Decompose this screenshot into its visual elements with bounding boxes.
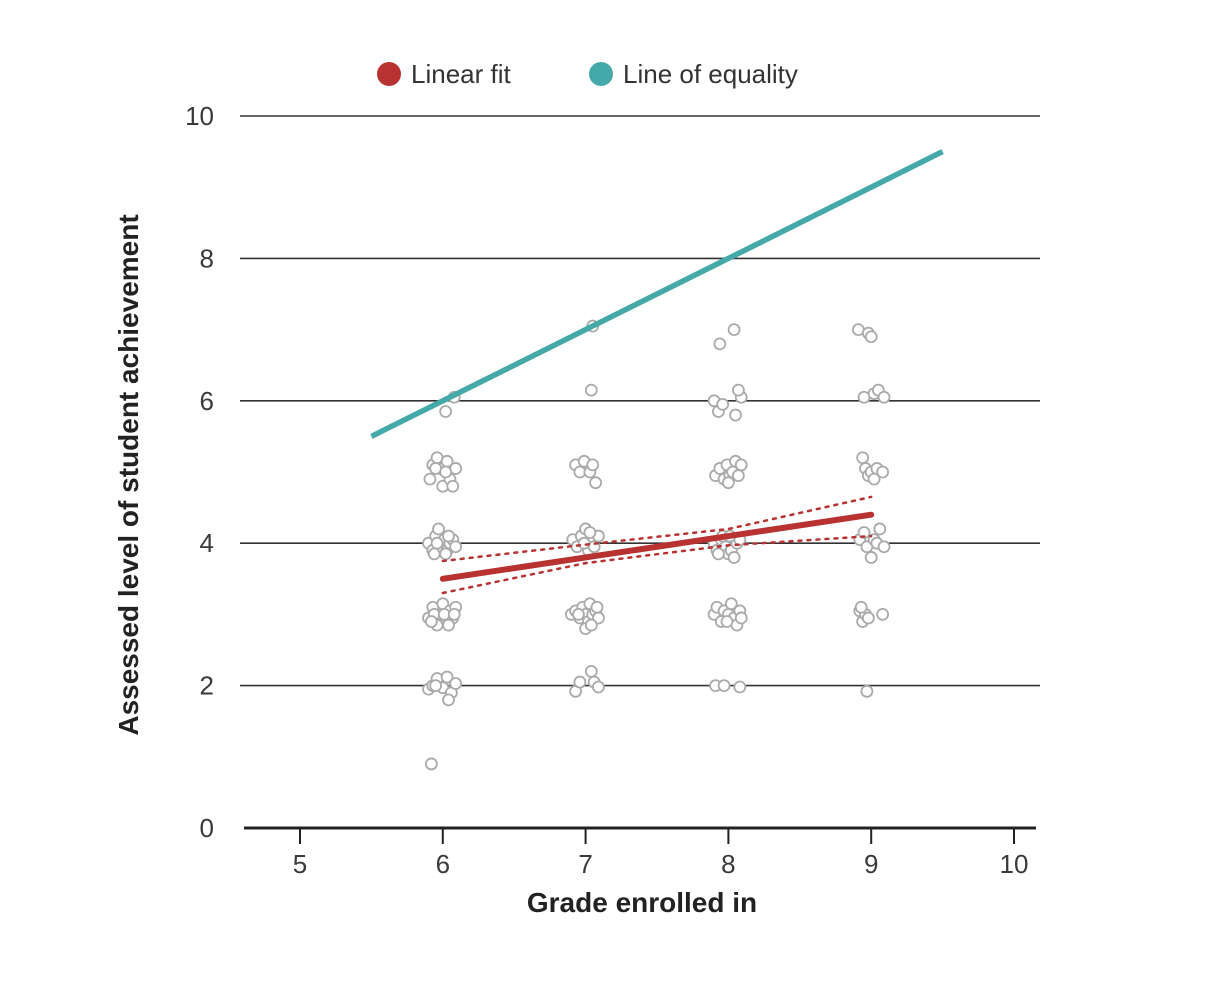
y-tick-label-0: 0 [200,813,214,843]
data-point [429,679,443,692]
data-point [854,600,868,614]
data-point [731,383,745,397]
data-point [427,547,441,561]
data-point [734,611,748,625]
x-tick-label-8: 8 [721,849,735,879]
data-point [424,757,438,771]
fit-lines [370,149,944,595]
data-point [873,522,887,536]
data-points [422,319,891,771]
data-point [724,597,738,611]
data-point [713,337,727,351]
data-point [864,330,878,344]
x-tick-label-9: 9 [864,849,878,879]
data-point [584,618,598,632]
data-point [586,458,600,472]
gridlines [240,115,1040,687]
data-point [729,408,742,422]
y-tick-label-10: 10 [185,101,214,131]
data-point [876,465,890,479]
data-point [856,451,870,465]
y-tick-label-4: 4 [200,528,214,558]
data-point [439,465,453,479]
data-point [584,383,598,397]
x-tick-label-10: 10 [1000,849,1029,879]
data-point [733,680,747,694]
data-point [861,611,875,625]
data-point [864,551,878,564]
y-tick-labels: 0 2 4 6 8 10 [185,101,214,843]
data-point [572,608,585,621]
data-point [439,547,453,561]
x-axis-title: Grade enrolled in [527,887,757,918]
data-point [590,600,604,614]
data-point [583,526,597,539]
data-point [876,608,890,621]
data-point [722,476,735,490]
data-point [424,615,438,628]
data-point [712,547,725,561]
ci-lower-line [441,534,873,595]
data-point [439,405,453,418]
data-point [592,680,605,694]
data-point [446,479,460,493]
linear-fit-line [439,511,875,582]
legend-swatch-line-of-equality [589,62,613,86]
data-point [860,684,874,698]
data-point [727,323,741,337]
data-point [573,675,587,689]
y-axis-title: Assessed level of student achievement [113,214,144,735]
data-point [731,469,745,482]
data-point [432,522,445,536]
data-point [430,536,444,550]
y-tick-label-2: 2 [200,671,214,701]
data-point [877,540,891,554]
data-point [589,476,602,490]
data-point [577,536,591,550]
data-point [584,664,598,678]
data-point [877,390,891,404]
data-point [857,526,871,539]
data-point [734,458,748,472]
x-axis: 5 6 7 8 9 10 [244,826,1036,879]
y-tick-label-6: 6 [200,386,214,416]
y-tick-label-8: 8 [200,243,214,273]
line-of-equality [370,149,944,439]
data-point [447,608,461,621]
data-point [440,670,454,684]
data-point [442,618,455,632]
data-point [442,693,455,707]
legend-label-line-of-equality: Line of equality [623,59,798,89]
legend: Linear fit Line of equality [377,59,798,89]
data-point [720,615,734,628]
data-point [449,540,463,554]
x-tick-label-7: 7 [578,849,592,879]
legend-label-linear-fit: Linear fit [411,59,511,89]
data-point [449,677,463,690]
data-point [727,551,741,564]
legend-swatch-linear-fit [377,62,401,86]
data-point [717,679,731,692]
ci-upper-line [441,495,873,563]
x-tick-label-6: 6 [436,849,450,879]
x-tick-label-5: 5 [293,849,307,879]
data-point [442,529,455,543]
data-point [423,472,437,486]
data-point [716,397,730,411]
